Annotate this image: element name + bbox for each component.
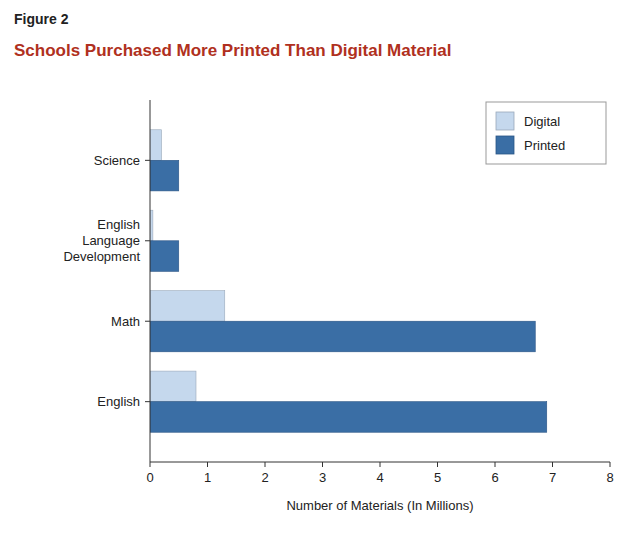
legend-label: Digital: [524, 114, 560, 129]
x-axis-label: Number of Materials (In Millions): [286, 498, 473, 513]
x-tick-label: 6: [491, 470, 498, 485]
y-tick: [145, 240, 150, 241]
x-tick-label: 2: [261, 470, 268, 485]
bar: [150, 321, 535, 352]
y-tick: [145, 160, 150, 161]
x-tick: [322, 462, 323, 467]
legend-label: Printed: [524, 138, 565, 153]
x-tick: [495, 462, 496, 467]
title: Schools Purchased More Printed Than Digi…: [14, 41, 451, 60]
y-tick-label: English: [97, 394, 140, 409]
x-tick: [265, 462, 266, 467]
legend: Digital Printed: [486, 102, 606, 164]
bar: [150, 160, 179, 191]
x-tick: [150, 462, 151, 467]
y-tick-label: Math: [111, 314, 140, 329]
x-tick-label: 0: [146, 470, 153, 485]
x-tick-label: 5: [434, 470, 441, 485]
y-tick-label: Science: [94, 153, 140, 168]
x-tick-label: 7: [549, 470, 556, 485]
bar: [150, 241, 179, 272]
x-tick-label: 4: [376, 470, 383, 485]
bars: [150, 130, 547, 432]
legend-frame: [486, 102, 606, 164]
x-tick: [610, 462, 611, 467]
legend-swatch: [496, 136, 514, 154]
figure-label: Figure 2: [14, 11, 69, 27]
y-tick: [145, 321, 150, 322]
chart: Figure 2 Schools Purchased More Printed T…: [0, 0, 640, 539]
y-tick-label: EnglishLanguageDevelopment: [63, 217, 140, 264]
bar: [150, 291, 225, 322]
x-tick: [380, 462, 381, 467]
bar: [150, 130, 162, 161]
x-tick: [207, 462, 208, 467]
bar: [150, 371, 196, 402]
bar: [150, 402, 547, 433]
x-tick-label: 1: [204, 470, 211, 485]
x-tick-label: 8: [606, 470, 613, 485]
y-axis-line: [150, 100, 151, 462]
x-tick: [552, 462, 553, 467]
x-tick: [437, 462, 438, 467]
legend-swatch: [496, 112, 514, 130]
y-tick: [145, 401, 150, 402]
x-tick-label: 3: [319, 470, 326, 485]
